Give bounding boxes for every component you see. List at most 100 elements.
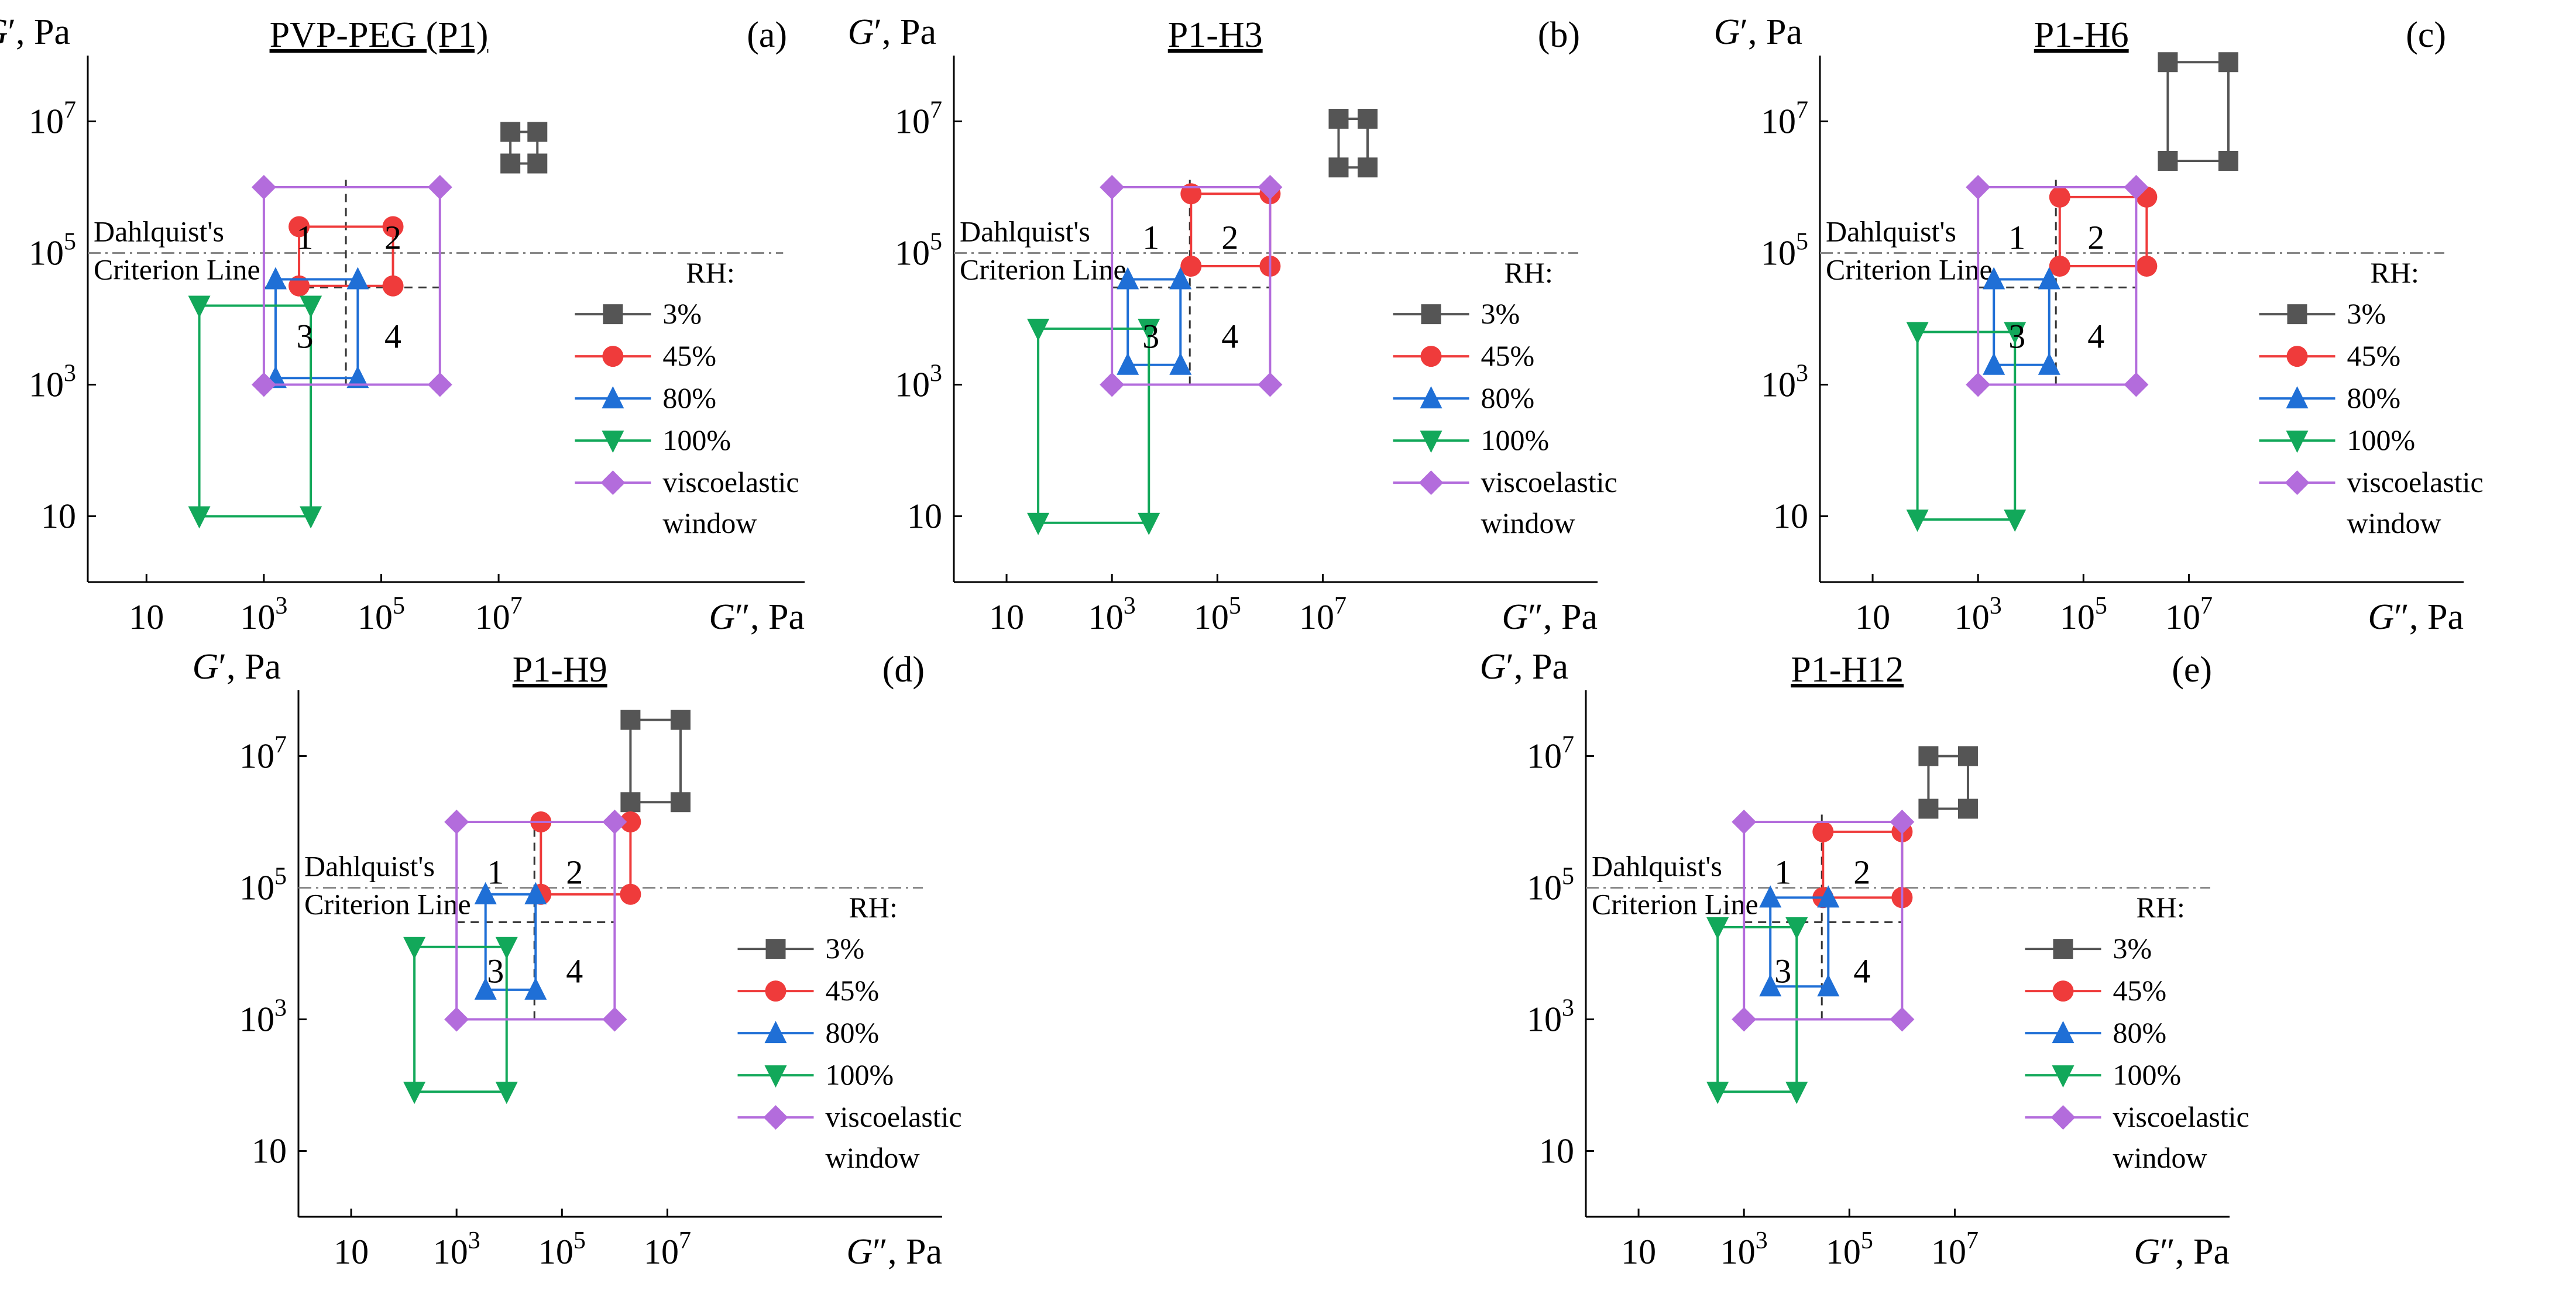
series-s80: [1983, 267, 2060, 375]
series-marker: [1100, 175, 1125, 199]
legend-marker: [2053, 939, 2073, 959]
x-axis-label: G″, Pa: [846, 1232, 942, 1272]
series-marker: [2136, 256, 2158, 277]
series-marker: [1906, 510, 1929, 532]
series-window: [251, 175, 452, 397]
series-window: [444, 810, 627, 1032]
series-s80: [1117, 267, 1192, 375]
x-tick-label: 103: [433, 1227, 480, 1271]
legend-header: RH:: [2137, 891, 2185, 924]
legend-marker: [603, 304, 623, 325]
series-marker: [1759, 974, 1782, 997]
region-label-3: 3: [1142, 317, 1159, 355]
series-marker: [1906, 322, 1929, 345]
y-tick-label: 103: [29, 360, 76, 404]
y-tick-label: 103: [895, 360, 942, 404]
legend: RH: 3% 45% 80% 100% viscoelastic window: [737, 891, 962, 1174]
series-marker: [1966, 175, 1991, 199]
legend-header: RH:: [1505, 256, 1553, 289]
series-marker: [346, 267, 369, 290]
chart-panel-e: 10 103 105 107 10 103 105 107 G′, Pa G″, Pa P1-H12…: [1480, 647, 2249, 1272]
x-axis-label: G″, Pa: [2368, 597, 2464, 637]
region-label-1: 1: [487, 854, 504, 892]
series-marker: [1732, 810, 1757, 834]
legend-label: 3%: [662, 297, 702, 330]
y-tick-label: 103: [1527, 995, 1574, 1039]
series-marker: [1732, 1007, 1757, 1032]
series-s45: [530, 811, 641, 905]
legend-marker: [2286, 346, 2308, 367]
series-s100: [1027, 318, 1160, 535]
legend-label-cont: window: [2347, 507, 2441, 539]
series-marker: [495, 1082, 518, 1104]
series-outline: [1716, 926, 1798, 1093]
panel-label: (d): [882, 650, 925, 690]
series-outline: [2166, 61, 2230, 162]
chart-panel-c: 10 103 105 107 10 103 105 107 G′, Pa G″, Pa P1-H6 (…: [1714, 12, 2484, 637]
criterion-label-line1: Dahlquist's: [1592, 850, 1722, 883]
legend-label: 80%: [662, 381, 716, 414]
legend-marker: [2285, 470, 2310, 495]
legend-label: 3%: [1481, 297, 1520, 330]
series-marker: [1027, 512, 1050, 535]
x-tick-label: 10: [129, 598, 164, 636]
series-marker: [474, 882, 497, 904]
series-marker: [2038, 267, 2060, 290]
series-marker: [1180, 256, 1202, 277]
series-marker: [188, 506, 211, 529]
series-outline: [1337, 118, 1369, 169]
series-marker: [527, 153, 548, 174]
series-marker: [2218, 151, 2238, 171]
series-marker: [2124, 175, 2149, 199]
x-tick-label: 107: [1299, 593, 1347, 636]
series-marker: [527, 122, 548, 142]
series-marker: [1138, 318, 1160, 341]
series-marker: [2124, 372, 2149, 397]
series-outline: [274, 278, 359, 380]
series-marker: [620, 792, 641, 813]
y-tick-label: 105: [1761, 229, 1808, 273]
region-label-2: 2: [1221, 219, 1238, 257]
legend-label: 45%: [826, 974, 880, 1007]
series-marker: [300, 506, 322, 529]
chart-title: P1-H9: [513, 650, 607, 690]
series-s45: [2049, 186, 2158, 277]
series-marker: [2004, 322, 2027, 345]
series-marker: [670, 792, 691, 813]
series-outline: [198, 304, 312, 518]
panel-label: (b): [1538, 15, 1580, 55]
series-outline: [1993, 278, 2051, 366]
series-outline: [509, 130, 539, 165]
legend-label: 100%: [2347, 424, 2416, 456]
legend-label-cont: window: [662, 507, 757, 539]
series-s80: [264, 267, 369, 388]
series-marker: [2049, 256, 2070, 277]
series-marker: [1328, 109, 1349, 129]
x-tick-label: 10: [1855, 598, 1890, 636]
series-outline: [1977, 186, 2138, 386]
series-marker: [1117, 352, 1139, 375]
legend-marker: [2286, 431, 2309, 453]
series-marker: [1258, 175, 1283, 199]
legend-marker: [600, 470, 626, 495]
y-axis-label: G′, Pa: [1714, 12, 1802, 52]
series-marker: [2004, 510, 2027, 532]
series-marker: [1983, 267, 2005, 290]
series-marker: [1328, 157, 1349, 178]
x-tick-label: 105: [1826, 1227, 1873, 1271]
x-tick-label: 103: [240, 593, 287, 636]
series-s3: [1328, 109, 1378, 178]
series-outline: [1111, 186, 1272, 386]
series-outline: [298, 225, 394, 287]
x-tick-label: 107: [1931, 1227, 1979, 1271]
series-marker: [1180, 183, 1202, 205]
series-marker: [1258, 372, 1283, 397]
panel-label: (c): [2406, 15, 2446, 55]
series-marker: [1706, 1082, 1729, 1104]
criterion-label-line1: Dahlquist's: [304, 850, 435, 883]
series-marker: [1138, 512, 1160, 535]
legend-label: 80%: [2347, 381, 2401, 414]
legend-marker: [2287, 304, 2307, 325]
series-marker: [1957, 799, 1978, 819]
series-marker: [500, 153, 521, 174]
